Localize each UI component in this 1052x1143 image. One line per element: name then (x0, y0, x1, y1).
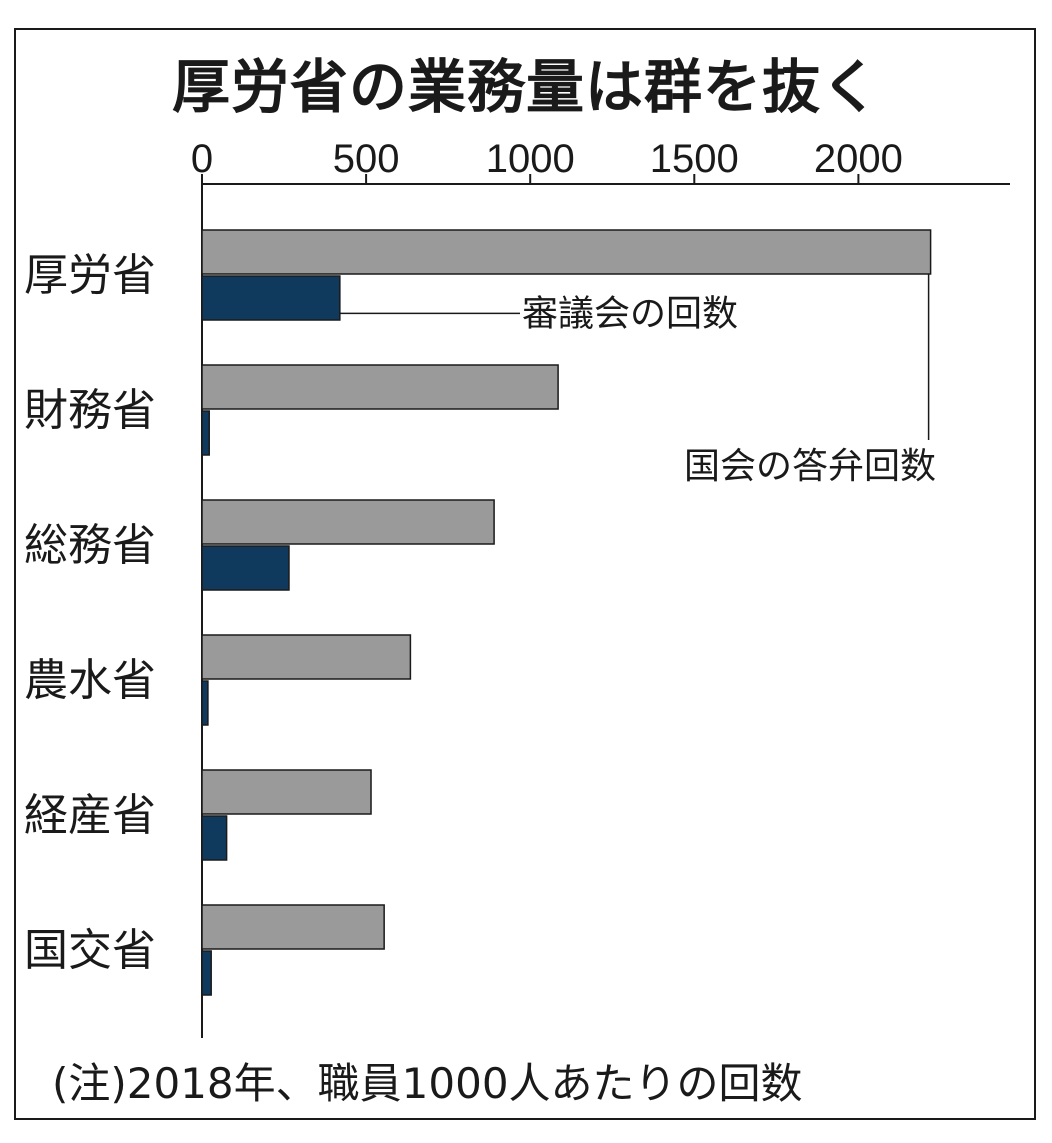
series-label-answer: 国会の答弁回数 (684, 446, 936, 487)
x-tick-label: 1500 (650, 137, 739, 181)
category-label: 厚労省 (24, 250, 156, 301)
chart-note: (注)2018年、職員1000人あたりの回数 (52, 1059, 803, 1108)
bar-council (201, 275, 341, 321)
chart-frame (14, 28, 1036, 1120)
bar-council (201, 410, 210, 456)
bar-council (201, 815, 228, 861)
category-label: 国交省 (24, 925, 156, 976)
bar-answer (201, 769, 372, 815)
bar-answer (201, 229, 932, 275)
chart-title: 厚労省の業務量は群を抜く (171, 53, 880, 121)
category-label: 総務省 (24, 520, 156, 571)
x-tick-label: 2000 (814, 137, 903, 181)
bar-answer (201, 904, 385, 950)
x-tick-label: 0 (191, 137, 213, 181)
bar-answer (201, 499, 495, 545)
x-tick-label: 500 (333, 137, 400, 181)
bar-council (201, 680, 209, 726)
category-label: 農水省 (24, 655, 156, 706)
bar-council (201, 950, 212, 996)
bar-council (201, 545, 290, 591)
category-label: 経産省 (24, 790, 156, 841)
bar-answer (201, 634, 412, 680)
bar-answer (201, 364, 559, 410)
series-label-council: 審議会の回数 (522, 293, 738, 334)
x-tick-label: 1000 (486, 137, 575, 181)
category-label: 財務省 (24, 385, 156, 436)
